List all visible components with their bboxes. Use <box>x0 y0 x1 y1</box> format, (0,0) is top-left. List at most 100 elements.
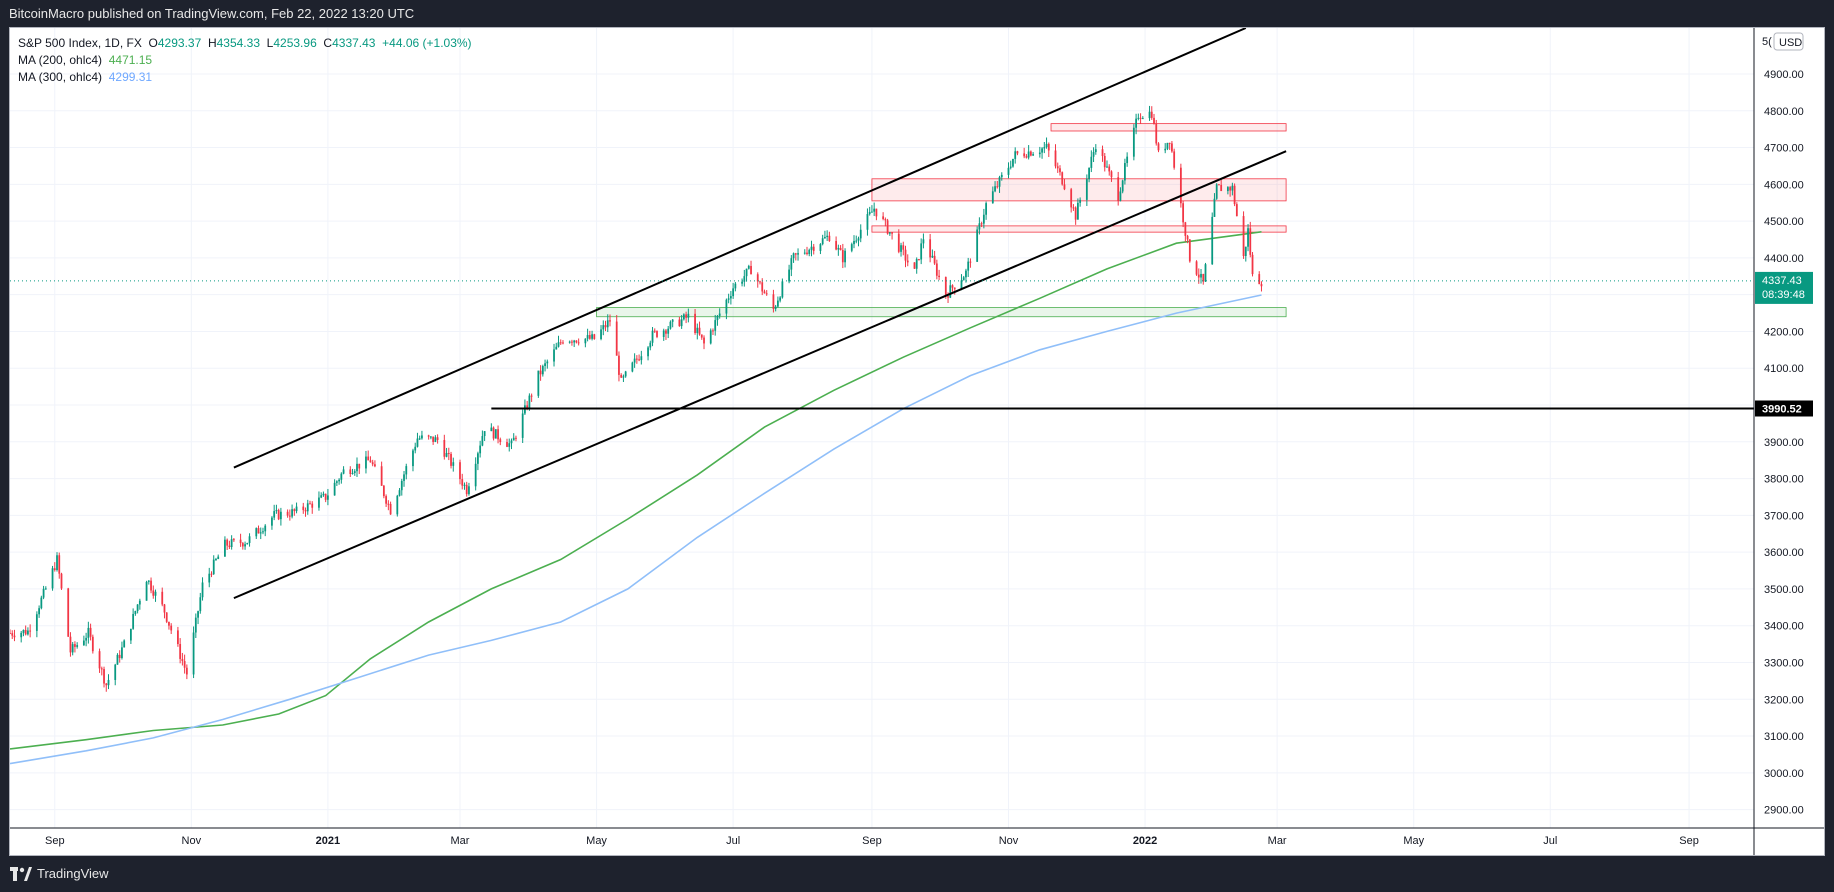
candle-body <box>44 588 47 590</box>
y-tick-label: 4900.00 <box>1764 69 1804 81</box>
candle-body <box>947 296 949 298</box>
candle-body <box>776 300 779 307</box>
ma200-line[interactable] <box>10 231 1262 750</box>
candle-body <box>1184 222 1187 236</box>
candle-body <box>962 277 965 281</box>
candle-body <box>530 395 533 397</box>
candle-body <box>1153 117 1155 124</box>
candle-body <box>709 330 712 344</box>
candle-body <box>1220 184 1223 192</box>
y-tick-label: 3000.00 <box>1764 768 1804 780</box>
candle-body <box>1213 198 1216 217</box>
candle-body <box>262 531 264 533</box>
candle-body <box>436 437 439 440</box>
candle-body <box>1016 151 1019 154</box>
candle-body <box>716 315 719 321</box>
candle-body <box>779 297 782 301</box>
candle-body <box>687 313 690 318</box>
candle-body <box>1135 118 1138 128</box>
resistance-zone[interactable] <box>871 225 1287 233</box>
candle-body <box>835 241 838 250</box>
candle-body <box>342 469 345 474</box>
candle-body <box>837 247 840 250</box>
legend-ma300-row[interactable]: MA (300, ohlc4) 4299.31 <box>18 69 472 86</box>
candle-body <box>1229 187 1232 191</box>
candle-body <box>201 582 204 598</box>
candle-body <box>358 463 361 469</box>
candle-body <box>850 244 853 251</box>
chart-pane[interactable]: 2900.00 3000.00 3100.00 3200.00 3300.00 3400.… <box>9 27 1825 856</box>
candle-body <box>1179 167 1182 204</box>
candle-body <box>1188 239 1191 262</box>
legend-change: +44.06 (+1.03%) <box>382 36 472 50</box>
x-tick-label: Nov <box>182 835 202 847</box>
channel-middle-line[interactable] <box>233 150 1287 600</box>
candle-body <box>680 319 683 327</box>
candle-body <box>539 370 542 375</box>
candle-body <box>71 644 74 653</box>
candle-body <box>714 320 717 331</box>
candle-body <box>387 503 390 505</box>
candle-body <box>528 395 531 409</box>
candle-body <box>385 496 388 504</box>
legend-ma200-row[interactable]: MA (200, ohlc4) 4471.15 <box>18 52 472 69</box>
candle-body <box>1197 274 1200 278</box>
channel-upper-line[interactable] <box>233 28 1247 469</box>
candle-body <box>600 329 602 339</box>
level-price-tag[interactable] <box>1755 400 1813 417</box>
candle-body <box>259 532 262 534</box>
candle-body <box>246 542 249 545</box>
currency-button[interactable] <box>1773 32 1804 51</box>
x-tick-label: Sep <box>45 835 65 847</box>
candle-body <box>844 250 846 263</box>
footer-brand[interactable]: TradingView <box>10 866 109 881</box>
legend-low: 4253.96 <box>273 36 317 50</box>
candle-body <box>1088 167 1090 180</box>
candle-body <box>727 298 730 300</box>
price-chart[interactable]: 2900.00 3000.00 3100.00 3200.00 3300.00 3400.… <box>10 28 1824 855</box>
resistance-zone[interactable] <box>871 178 1287 202</box>
candle-body <box>1032 154 1035 156</box>
candle-body <box>1126 156 1129 164</box>
publisher-text: BitcoinMacro published on TradingView.co… <box>9 6 415 21</box>
chart-legend: S&P 500 Index, 1D, FX O4293.37 H4354.33 … <box>18 35 472 86</box>
candle-body <box>150 580 152 591</box>
last-price-tag[interactable] <box>1755 271 1813 304</box>
candle-body <box>904 249 907 261</box>
legend-open: 4293.37 <box>157 36 202 50</box>
support-zone[interactable] <box>596 307 1287 318</box>
candle-body <box>1242 216 1245 257</box>
candle-body <box>976 229 979 262</box>
candle-body <box>1027 151 1030 158</box>
candle-body <box>311 503 314 508</box>
candle-body <box>1117 177 1120 201</box>
candle-body <box>980 223 983 225</box>
candle-body <box>11 633 14 636</box>
candle-body <box>67 588 70 637</box>
candle-body <box>1247 228 1249 247</box>
candle-body <box>604 325 607 328</box>
candle-body <box>882 216 885 220</box>
candle-body <box>427 435 430 437</box>
candle-body <box>821 238 824 245</box>
candle-body <box>468 486 470 495</box>
candle-body <box>732 288 735 297</box>
candle-body <box>356 463 358 472</box>
candle-body <box>1186 235 1189 240</box>
candle-body <box>116 654 119 665</box>
candle-body <box>774 306 777 309</box>
candle-body <box>10 633 11 635</box>
candle-body <box>933 255 936 264</box>
resistance-zone[interactable] <box>1050 123 1287 132</box>
candle-body <box>638 359 640 361</box>
candle-body <box>1043 147 1046 149</box>
candle-body <box>353 471 356 474</box>
candle-body <box>575 340 578 343</box>
ma300-line[interactable] <box>10 294 1262 765</box>
candle-body <box>183 661 186 668</box>
candle-body <box>678 319 681 327</box>
candle-body <box>1251 254 1254 275</box>
candle-body <box>215 559 217 561</box>
candle-body <box>750 265 752 275</box>
legend-ma300-value: 4299.31 <box>108 70 153 84</box>
